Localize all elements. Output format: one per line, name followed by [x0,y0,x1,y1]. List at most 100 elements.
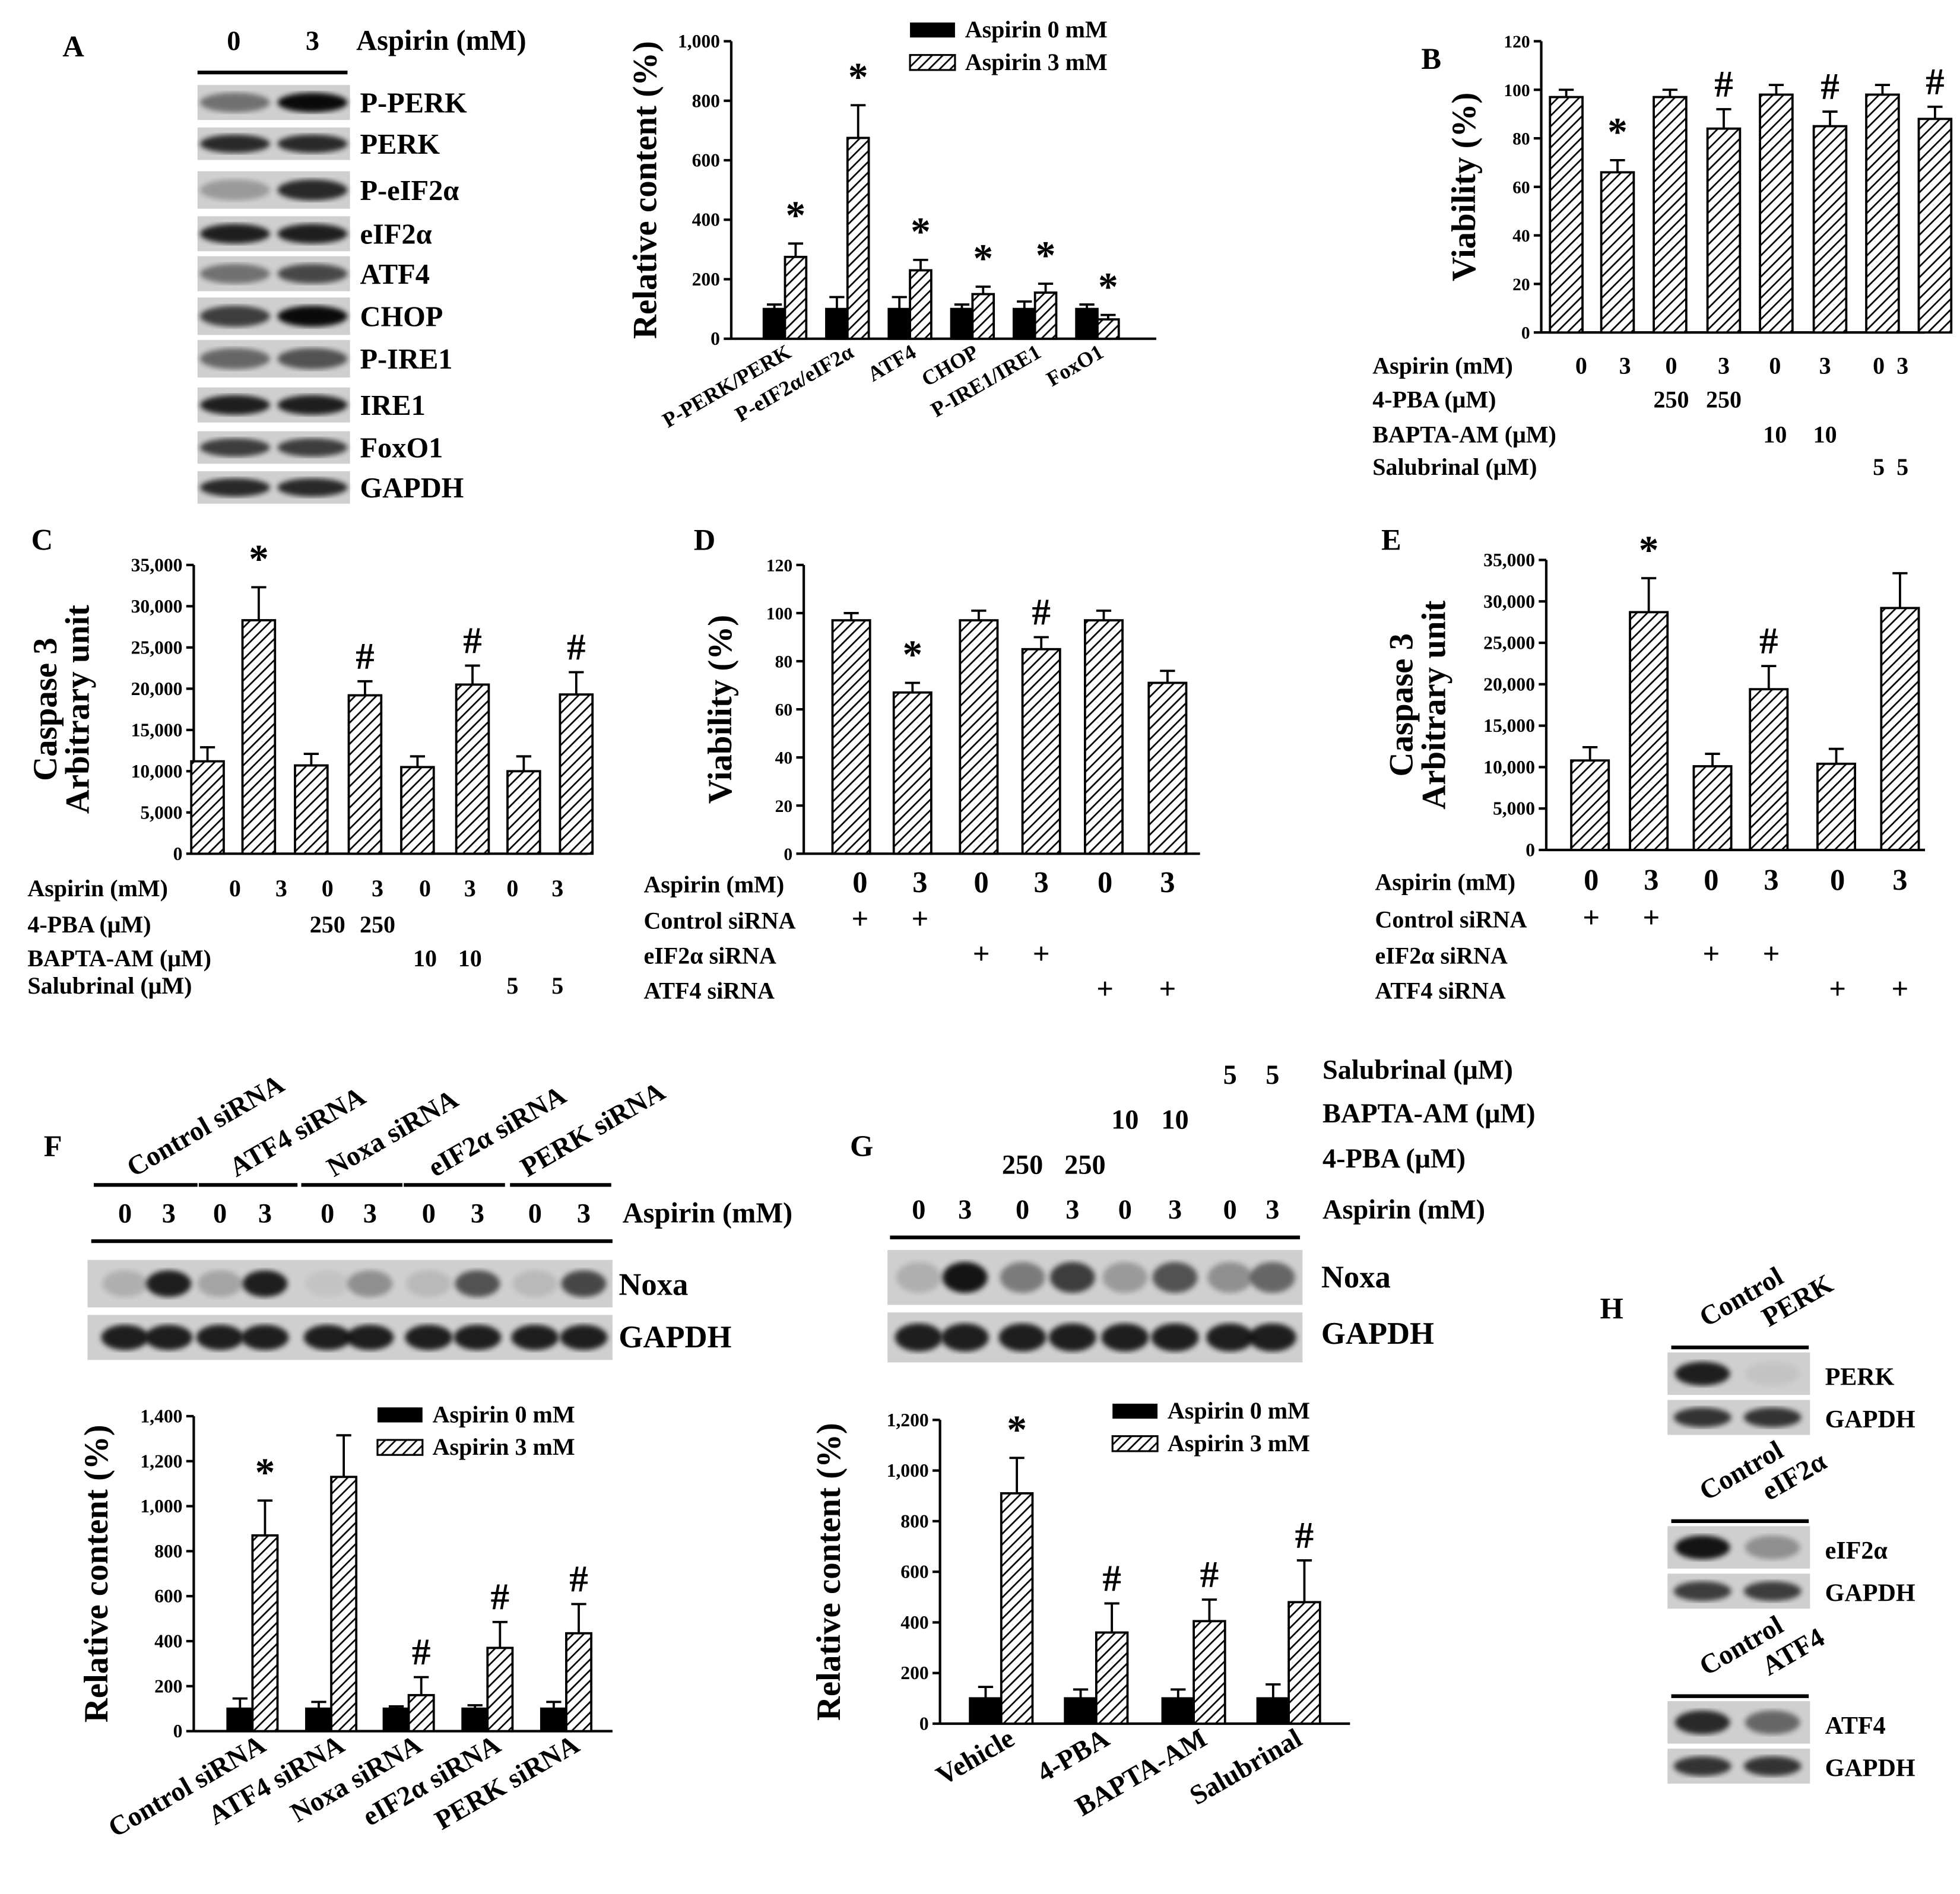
bar-C-6 [506,770,541,855]
table-d-cell-3-5: + [1159,972,1176,1005]
bar-G-1-2 [1193,1620,1226,1725]
y-tick-label-D: 20 [775,797,792,816]
significance-mark-A-1-2: * [911,210,931,254]
blot-h-1-label-0: eIF2α [1825,1537,1888,1565]
legend-swatch-1-F [376,1439,424,1456]
significance-mark-F-1-2: # [412,1632,431,1673]
bar-G-0-3 [1256,1697,1290,1725]
bar-A-0-1 [825,307,849,340]
blot-g-lane-4: 0 [1118,1195,1132,1225]
blot-band-f-noxa-9 [561,1270,607,1297]
blot-band-a-9-0 [199,478,270,497]
blot-g-label-1: BAPTA-AM (μM) [1322,1099,1536,1129]
blot-band-a-0-1 [277,93,348,113]
table-c-cell-0-6: 0 [506,875,518,902]
blot-band-a-7-0 [199,395,270,415]
table-d-cell-0-5: 3 [1160,866,1175,899]
y-tick-label-G: 800 [900,1511,928,1531]
y-tick-label-D: 100 [766,604,792,623]
y-tick-label-G: 200 [900,1663,928,1683]
bar-C-5 [455,683,490,855]
significance-mark-A-1-4: * [1036,233,1056,278]
table-e-row-label-3: ATF4 siRNA [1375,978,1505,1004]
significance-mark-C-1: * [249,537,269,581]
significance-mark-A-1-5: * [1098,264,1118,309]
table-b-row-label-2: BAPTA-AM (μM) [1372,421,1556,448]
table-e-cell-0-2: 0 [1704,863,1718,896]
blot-band-h-2-0-1 [1745,1710,1800,1734]
table-c-cell-3-7: 5 [551,972,563,999]
table-b-row-label-3: Salubrinal (μM) [1372,453,1537,480]
bar-F-1-2 [407,1694,435,1733]
table-e-cell-3-5: + [1892,972,1909,1005]
y-tick-label-C: 35,000 [131,554,183,575]
bar-B-0 [1549,96,1584,334]
bar-F-1-3 [486,1646,514,1733]
blot-g-bapta-0: 10 [1111,1105,1138,1135]
significance-mark-F-1-0: * [255,1450,275,1495]
panel-letter-e: E [1381,524,1401,557]
y-tick-label-A: 0 [711,328,720,349]
blot-f-lane-0: 0 [118,1199,132,1229]
bar-A-0-3 [950,307,974,340]
blot-band-f-gapdh-2 [196,1325,244,1350]
bar-C-7 [559,693,594,855]
y-axis-label-A: Relative content (%) [627,41,664,339]
y-tick-label-D: 0 [784,845,792,864]
bar-D-4 [1083,619,1124,855]
significance-mark-E-3: # [1759,620,1778,662]
blot-band-h-0-0-1 [1745,1362,1800,1386]
bar-F-1-4 [565,1632,592,1733]
blot-f-lane-1: 3 [162,1199,176,1229]
blot-f-lane-7: 3 [471,1199,484,1229]
y-tick-label-B: 20 [1512,275,1530,294]
table-e-row-label-1: Control siRNA [1375,906,1527,933]
y-tick-label-B: 60 [1512,178,1530,197]
y-tick-label-F: 0 [173,1721,183,1741]
table-b-cell-1-3: 250 [1706,386,1742,413]
table-d-row-label-1: Control siRNA [644,908,796,934]
bar-C-4 [400,766,435,855]
blot-band-h-1-0-0 [1674,1535,1730,1560]
table-c-cell-1-3: 250 [360,911,395,938]
blot-band-f-noxa-0 [102,1270,148,1297]
panel-letter-h: H [1600,1292,1623,1325]
blot-a-label-0: P-PERK [360,88,467,119]
blot-band-g-noxa-5 [1152,1262,1198,1293]
table-c-cell-0-4: 0 [419,875,431,902]
y-tick-label-F: 1,400 [140,1406,182,1426]
blot-band-a-6-1 [277,348,348,370]
blot-h-2-label-1: GAPDH [1825,1754,1915,1782]
blot-band-h-0-1-1 [1743,1407,1802,1427]
table-e-row-label-0: Aspirin (mM) [1375,868,1515,895]
blot-g-label-3: Aspirin (mM) [1322,1195,1485,1225]
blot-band-f-noxa-4 [305,1270,350,1297]
legend-label-0-F: Aspirin 0 mM [433,1401,575,1427]
y-tick-label-E: 0 [1525,840,1535,861]
blot-band-g-gapdh-0 [895,1323,943,1352]
blot-g-salubrinal-1: 5 [1266,1060,1279,1090]
table-c-cell-0-2: 0 [322,875,334,902]
bar-A-1-4 [1033,291,1058,340]
table-d-cell-1-1: + [912,902,929,935]
table-e-cell-2-2: + [1703,937,1720,970]
blot-band-f-gapdh-6 [405,1325,453,1350]
blot-f-label-noxa: Noxa [619,1268,688,1302]
table-e-cell-1-0: + [1582,901,1600,934]
table-e-cell-2-3: + [1763,937,1780,970]
blot-h-2-label-0: ATF4 [1825,1712,1886,1740]
bar-G-0-0 [969,1697,1003,1725]
bar-E-3 [1749,688,1789,851]
y-tick-label-E: 10,000 [1483,757,1535,778]
blot-band-f-gapdh-9 [560,1325,608,1350]
blot-g-label-2: 4-PBA (μM) [1322,1144,1466,1174]
y-tick-label-B: 80 [1512,130,1530,149]
blot-g-label-0: Salubrinal (μM) [1322,1055,1513,1085]
bar-B-5 [1812,125,1848,334]
y-axis-label-C: Caspase 3 [27,637,64,781]
table-b-cell-0-6: 0 [1873,353,1885,379]
bar-B-2 [1653,96,1688,334]
blot-band-h-0-0-0 [1674,1362,1730,1386]
table-d-cell-2-3: + [1033,937,1050,970]
table-b-cell-0-2: 0 [1666,353,1677,379]
